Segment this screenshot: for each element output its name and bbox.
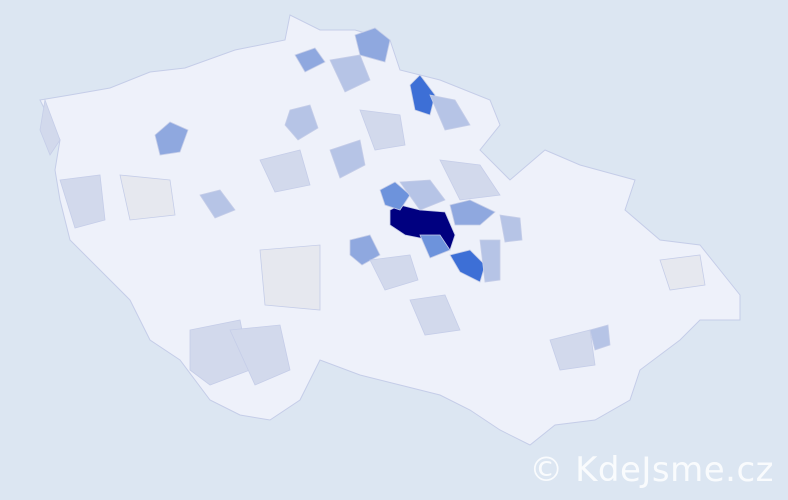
district-region[interactable] bbox=[369, 254, 419, 291]
district-region[interactable] bbox=[329, 139, 366, 179]
district-region[interactable] bbox=[429, 94, 471, 131]
district-region[interactable] bbox=[379, 181, 411, 211]
district-region[interactable] bbox=[549, 329, 596, 371]
district-region[interactable] bbox=[419, 234, 451, 259]
district-region[interactable] bbox=[589, 324, 611, 351]
district-region[interactable] bbox=[284, 104, 319, 141]
country-outline bbox=[39, 14, 741, 446]
district-region[interactable] bbox=[199, 189, 236, 219]
district-region[interactable] bbox=[39, 98, 61, 156]
district-region[interactable] bbox=[154, 121, 189, 156]
watermark: © KdeJsme.cz bbox=[529, 450, 774, 490]
district-region[interactable] bbox=[499, 214, 523, 243]
district-region[interactable] bbox=[259, 149, 311, 193]
district-region[interactable] bbox=[659, 254, 706, 291]
district-region[interactable] bbox=[439, 159, 501, 201]
district-region[interactable] bbox=[449, 249, 486, 283]
district-region[interactable] bbox=[399, 179, 446, 211]
district-region[interactable] bbox=[479, 239, 501, 283]
district-region[interactable] bbox=[449, 199, 496, 226]
district-region[interactable] bbox=[329, 54, 371, 93]
district-region[interactable] bbox=[409, 294, 461, 336]
district-region[interactable] bbox=[229, 324, 291, 386]
district-region[interactable] bbox=[119, 174, 176, 221]
district-region[interactable] bbox=[359, 109, 406, 151]
district-region[interactable] bbox=[294, 47, 326, 73]
district-region[interactable] bbox=[409, 74, 436, 116]
district-region[interactable] bbox=[259, 244, 321, 311]
district-region[interactable] bbox=[354, 27, 391, 63]
district-region[interactable] bbox=[59, 174, 106, 229]
